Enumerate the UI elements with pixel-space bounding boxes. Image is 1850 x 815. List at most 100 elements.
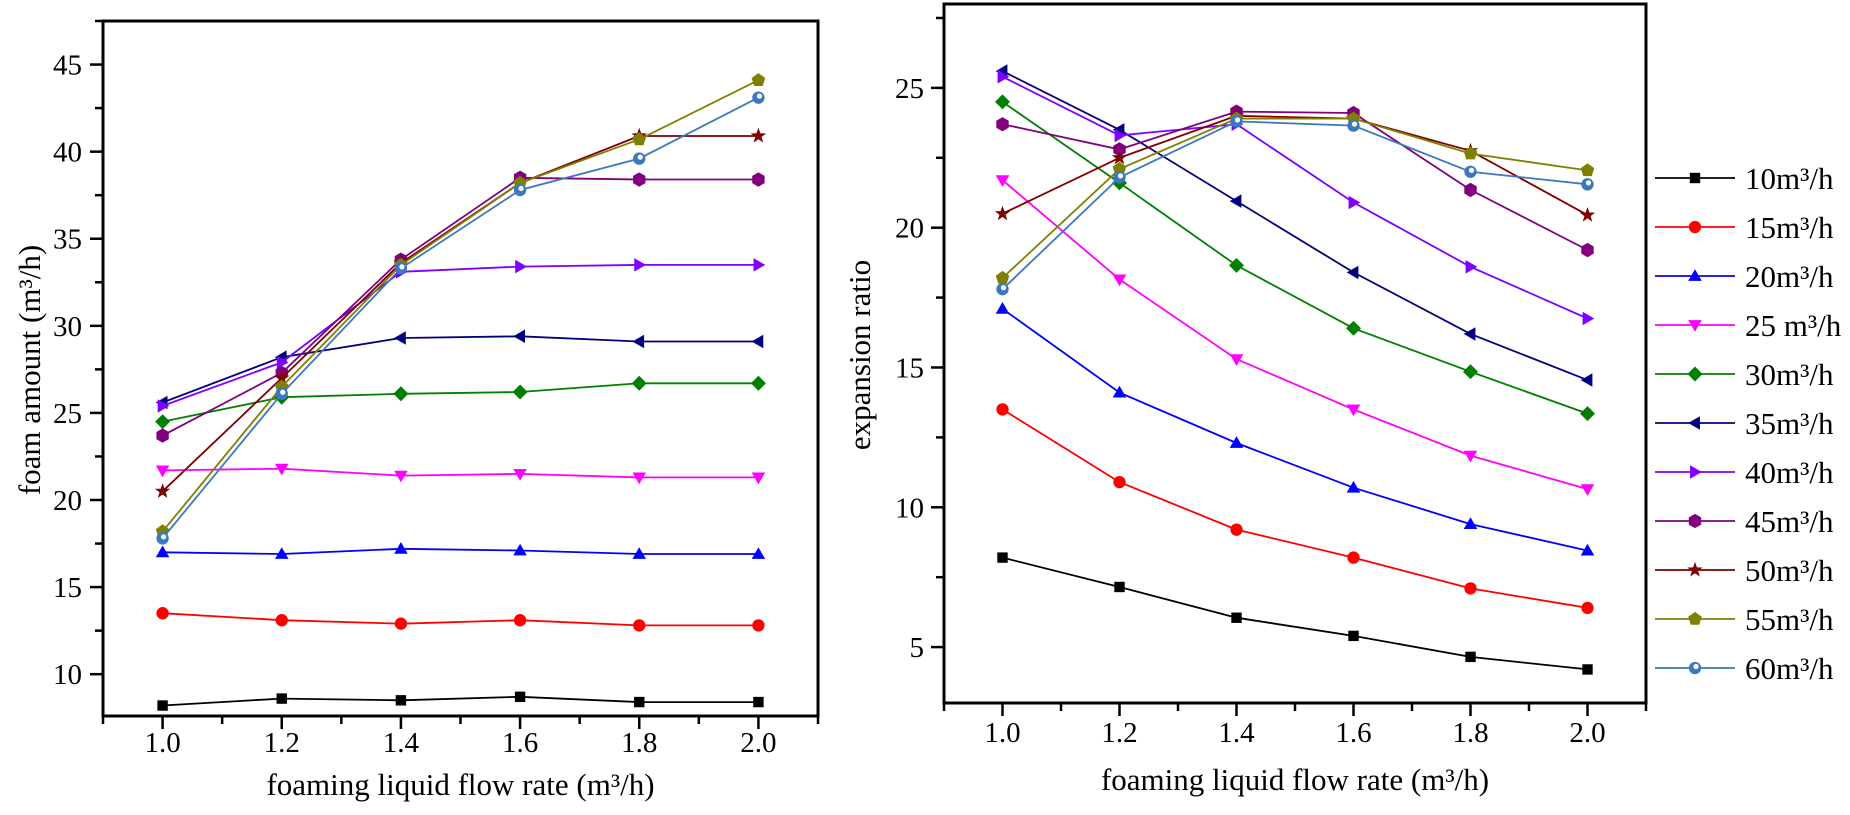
series-line <box>1001 308 1588 552</box>
series-2 <box>996 403 1594 615</box>
marker-hole <box>756 93 763 99</box>
data-point <box>513 543 527 556</box>
data-point <box>394 617 408 630</box>
data-point <box>1580 406 1595 422</box>
data-point <box>1348 630 1359 642</box>
data-point <box>1580 543 1595 556</box>
marker-hole <box>1693 663 1699 670</box>
series-line <box>1001 101 1588 415</box>
x-tick-label: 1.0 <box>144 727 180 759</box>
legend-label: 35m³/h <box>1745 406 1834 441</box>
legend-item: 10m³/h <box>1655 161 1834 196</box>
data-point <box>276 355 289 370</box>
marker-hole <box>280 389 286 395</box>
data-point <box>1463 364 1478 380</box>
data-point <box>633 152 646 165</box>
data-point <box>1346 320 1361 336</box>
data-point <box>997 69 1010 84</box>
data-point <box>157 399 170 413</box>
data-point <box>1463 146 1478 160</box>
legend-item: 55m³/h <box>1655 602 1834 637</box>
legend-marker <box>1687 366 1703 382</box>
legend-item: 25 m³/h <box>1655 308 1842 343</box>
data-point <box>154 483 171 498</box>
marker-hole <box>160 534 167 540</box>
data-point <box>1112 161 1127 175</box>
data-point <box>513 614 527 627</box>
y-tick-label: 45 <box>53 50 82 82</box>
y-tick-label: 20 <box>53 485 82 517</box>
series-line <box>1002 556 1588 671</box>
legend-item: 15m³/h <box>1655 210 1834 245</box>
data-point <box>156 428 169 443</box>
data-point <box>751 334 764 349</box>
legend-label: 45m³/h <box>1745 504 1834 539</box>
y-tick-label: 35 <box>53 224 82 256</box>
plot-frame <box>101 19 820 718</box>
legend-item: 30m³/h <box>1655 357 1834 392</box>
data-point <box>395 695 407 706</box>
legend-item: 40m³/h <box>1655 455 1834 490</box>
data-point <box>633 172 646 187</box>
legend-marker <box>1688 661 1702 675</box>
data-point <box>997 552 1008 563</box>
y-axis-title: expansion ratio <box>842 260 877 450</box>
data-point <box>633 619 646 632</box>
data-point <box>275 387 288 400</box>
series-line <box>162 335 759 404</box>
x-tick-label: 1.2 <box>1101 717 1137 749</box>
legend: 10m³/h 15m³/h 20m³/h 25 m³/h 30m³/h 35m³/h 40m… <box>1655 161 1842 686</box>
data-point <box>1113 171 1126 184</box>
series-4 <box>995 175 1595 496</box>
x-tick-label: 2.0 <box>1569 717 1605 749</box>
series-line <box>162 467 759 479</box>
series-line <box>161 96 759 539</box>
y-tick-label: 15 <box>895 352 924 384</box>
series-line <box>1001 179 1588 490</box>
data-point <box>1346 480 1361 493</box>
series-9 <box>994 107 1596 222</box>
data-point <box>995 302 1010 314</box>
data-point <box>157 700 168 711</box>
data-point <box>1230 523 1243 536</box>
legend-label: 25 m³/h <box>1745 308 1842 343</box>
marker-hole <box>1234 117 1241 123</box>
data-point <box>1114 581 1125 593</box>
data-point <box>1229 194 1242 208</box>
data-point <box>394 470 408 483</box>
marker-hole <box>1000 285 1007 291</box>
data-point <box>753 696 764 708</box>
x-tick-label: 1.2 <box>264 727 300 759</box>
legend-item: 20m³/h <box>1655 259 1834 294</box>
data-point <box>1114 128 1127 143</box>
data-point <box>1463 450 1478 463</box>
series-10 <box>995 111 1595 284</box>
legend-marker <box>1688 416 1700 430</box>
series-11 <box>996 115 1594 296</box>
data-point <box>515 259 527 274</box>
x-tick-label: 1.4 <box>383 727 420 759</box>
data-point <box>513 469 527 481</box>
y-tick-label: 5 <box>910 632 925 664</box>
series-line <box>162 176 759 437</box>
series-line <box>162 263 759 407</box>
series-9 <box>154 127 767 498</box>
series-line <box>161 79 759 532</box>
legend-label: 15m³/h <box>1745 210 1834 245</box>
series-3 <box>155 542 766 559</box>
data-point <box>1579 207 1596 222</box>
marker-hole <box>518 185 524 192</box>
data-point <box>1580 373 1593 387</box>
data-point <box>1580 484 1595 496</box>
data-point <box>513 183 527 197</box>
series-line <box>1002 110 1588 251</box>
data-point <box>995 270 1010 284</box>
y-tick-label: 20 <box>895 213 924 245</box>
legend-label: 55m³/h <box>1745 602 1834 637</box>
data-point <box>996 117 1009 132</box>
y-tick-label: 30 <box>53 311 82 343</box>
data-point <box>632 547 646 559</box>
series-8 <box>156 170 765 443</box>
y-tick-label: 25 <box>53 398 82 430</box>
data-point <box>1464 165 1477 178</box>
